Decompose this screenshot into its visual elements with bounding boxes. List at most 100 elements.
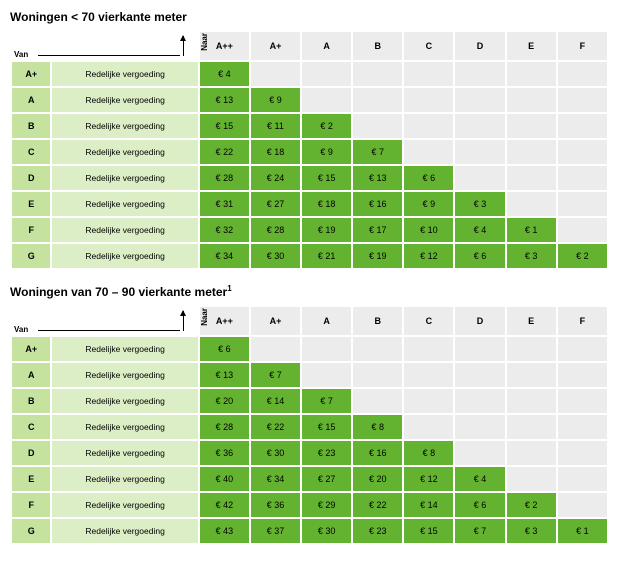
description-cell: Redelijke vergoeding (52, 467, 197, 491)
column-header: C (404, 307, 453, 335)
empty-cell (558, 62, 607, 86)
section-title: Woningen van 70 – 90 vierkante meter1 (10, 284, 609, 299)
from-label-cell: E (12, 467, 50, 491)
value-cell: € 20 (353, 467, 402, 491)
value-cell: € 9 (251, 88, 300, 112)
column-header: C (404, 32, 453, 60)
empty-cell (558, 140, 607, 164)
from-label-cell: F (12, 218, 50, 242)
empty-cell (558, 467, 607, 491)
value-cell: € 10 (404, 218, 453, 242)
empty-cell (558, 337, 607, 361)
description-cell: Redelijke vergoeding (52, 166, 197, 190)
empty-cell (558, 389, 607, 413)
description-cell: Redelijke vergoeding (52, 389, 197, 413)
empty-cell (353, 363, 402, 387)
value-cell: € 34 (251, 467, 300, 491)
empty-cell (558, 493, 607, 517)
from-label-cell: C (12, 415, 50, 439)
value-cell: € 20 (200, 389, 249, 413)
table-row: BRedelijke vergoeding€ 20€ 14€ 7 (12, 389, 607, 413)
value-cell: € 23 (302, 441, 351, 465)
from-label-cell: G (12, 244, 50, 268)
empty-cell (507, 441, 556, 465)
value-cell: € 29 (302, 493, 351, 517)
value-cell: € 28 (200, 415, 249, 439)
value-cell: € 12 (404, 467, 453, 491)
empty-cell (455, 114, 504, 138)
empty-cell (507, 415, 556, 439)
table-row: GRedelijke vergoeding€ 34€ 30€ 21€ 19€ 1… (12, 244, 607, 268)
empty-cell (404, 389, 453, 413)
empty-cell (507, 363, 556, 387)
empty-cell (455, 415, 504, 439)
table-row: FRedelijke vergoeding€ 32€ 28€ 19€ 17€ 1… (12, 218, 607, 242)
from-label-cell: C (12, 140, 50, 164)
value-cell: € 7 (455, 519, 504, 543)
column-header: F (558, 32, 607, 60)
table-section: Woningen van 70 – 90 vierkante meter1 Van… (10, 284, 609, 545)
empty-cell (404, 114, 453, 138)
empty-cell (455, 363, 504, 387)
value-cell: € 2 (302, 114, 351, 138)
value-cell: € 22 (200, 140, 249, 164)
table-row: FRedelijke vergoeding€ 42€ 36€ 29€ 22€ 1… (12, 493, 607, 517)
empty-cell (302, 88, 351, 112)
value-cell: € 7 (251, 363, 300, 387)
section-title-sup: 1 (227, 284, 231, 293)
from-label-cell: D (12, 166, 50, 190)
value-cell: € 1 (558, 519, 607, 543)
description-cell: Redelijke vergoeding (52, 114, 197, 138)
empty-cell (507, 88, 556, 112)
value-cell: € 9 (302, 140, 351, 164)
axis-line (38, 330, 180, 331)
empty-cell (507, 192, 556, 216)
value-cell: € 28 (200, 166, 249, 190)
from-label-cell: A (12, 88, 50, 112)
value-cell: € 2 (558, 244, 607, 268)
column-header: E (507, 307, 556, 335)
value-cell: € 24 (251, 166, 300, 190)
empty-cell (404, 140, 453, 164)
description-cell: Redelijke vergoeding (52, 363, 197, 387)
value-cell: € 6 (200, 337, 249, 361)
value-cell: € 1 (507, 218, 556, 242)
axis-arrow-icon (183, 36, 184, 56)
column-header: D (455, 32, 504, 60)
value-cell: € 18 (302, 192, 351, 216)
value-cell: € 34 (200, 244, 249, 268)
value-cell: € 11 (251, 114, 300, 138)
empty-cell (507, 140, 556, 164)
empty-cell (558, 441, 607, 465)
empty-cell (404, 337, 453, 361)
value-cell: € 7 (353, 140, 402, 164)
value-cell: € 6 (455, 493, 504, 517)
description-cell: Redelijke vergoeding (52, 244, 197, 268)
value-cell: € 42 (200, 493, 249, 517)
description-cell: Redelijke vergoeding (52, 192, 197, 216)
value-cell: € 13 (200, 363, 249, 387)
value-cell: € 15 (404, 519, 453, 543)
value-cell: € 30 (302, 519, 351, 543)
value-cell: € 14 (251, 389, 300, 413)
value-cell: € 36 (251, 493, 300, 517)
empty-cell (455, 62, 504, 86)
description-cell: Redelijke vergoeding (52, 62, 197, 86)
value-cell: € 16 (353, 441, 402, 465)
from-label-cell: B (12, 114, 50, 138)
value-cell: € 43 (200, 519, 249, 543)
value-cell: € 21 (302, 244, 351, 268)
value-cell: € 7 (302, 389, 351, 413)
empty-cell (558, 363, 607, 387)
axis-header: VanNaar (12, 307, 198, 335)
from-label-cell: A+ (12, 337, 50, 361)
tables-root: Woningen < 70 vierkante meterVanNaarA++A… (10, 10, 609, 545)
table-section: Woningen < 70 vierkante meterVanNaarA++A… (10, 10, 609, 270)
column-header: E (507, 32, 556, 60)
value-cell: € 22 (353, 493, 402, 517)
value-cell: € 22 (251, 415, 300, 439)
empty-cell (558, 166, 607, 190)
empty-cell (558, 415, 607, 439)
empty-cell (455, 140, 504, 164)
description-cell: Redelijke vergoeding (52, 218, 197, 242)
